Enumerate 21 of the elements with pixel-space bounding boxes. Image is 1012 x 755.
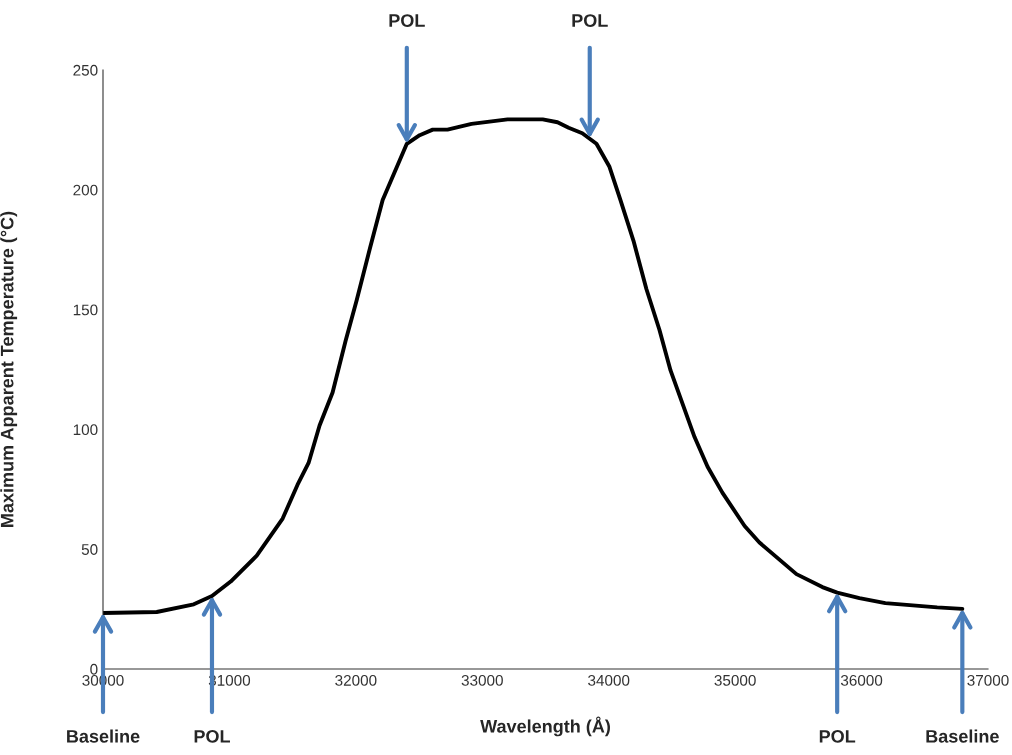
y-tick-label: 150: [73, 304, 98, 316]
y-axis-title: Maximum Apparent Temperature (°C): [0, 211, 18, 527]
line-series: [103, 117, 965, 615]
annotation: POL: [389, 14, 425, 27]
y-tick-label: 100: [73, 424, 98, 436]
x-tick-label: 33000: [461, 674, 503, 686]
y-tick-label: 200: [73, 184, 98, 196]
x-tick-label: 32000: [335, 674, 377, 686]
x-tick-label: 34000: [588, 674, 630, 686]
x-tick-label: 35000: [714, 674, 756, 686]
y-tick-label: 0: [90, 663, 98, 675]
x-axis-title: Wavelength (Å): [480, 716, 610, 737]
x-tick-label: 36000: [840, 674, 883, 686]
annotation: POL: [819, 729, 856, 743]
annotation: POL: [194, 729, 230, 743]
annotation: POL: [572, 14, 608, 27]
y-tick-label: 50: [81, 544, 98, 555]
annotation: Baseline: [926, 729, 999, 743]
x-tick-label: 37000: [967, 674, 1009, 686]
annotation: Baseline: [67, 729, 140, 743]
y-tick-label: 250: [73, 64, 98, 76]
